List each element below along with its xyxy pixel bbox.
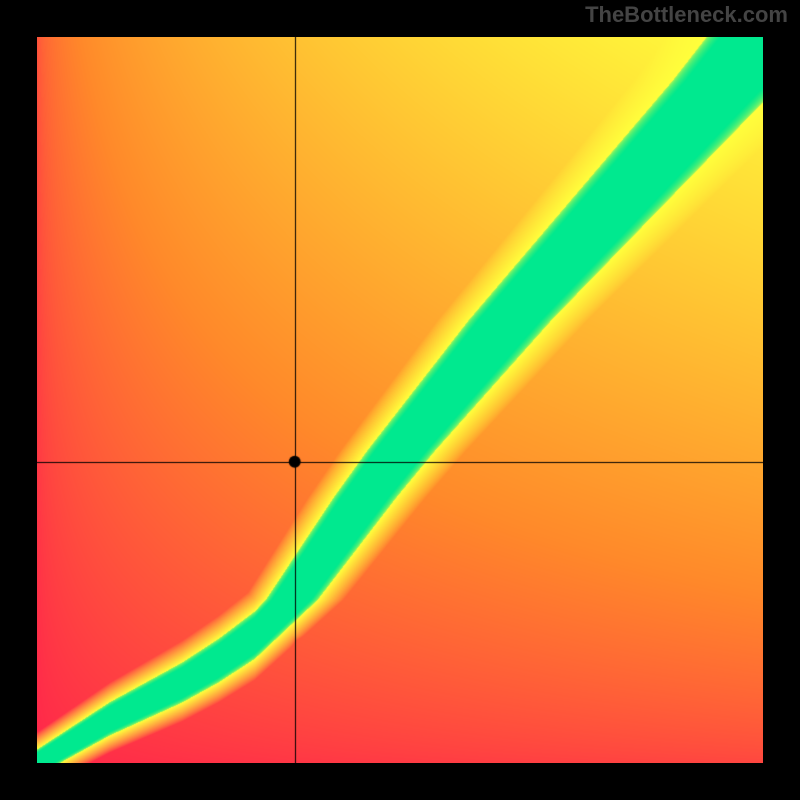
chart-outer: TheBottleneck.com <box>0 0 800 800</box>
attribution-text: TheBottleneck.com <box>585 2 788 28</box>
crosshair-overlay <box>37 37 763 763</box>
